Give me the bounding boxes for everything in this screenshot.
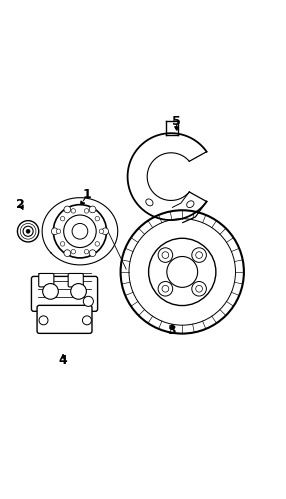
Circle shape xyxy=(99,229,104,234)
FancyBboxPatch shape xyxy=(39,273,54,287)
Circle shape xyxy=(192,248,206,262)
Circle shape xyxy=(60,242,65,246)
Text: 4: 4 xyxy=(59,354,67,367)
Circle shape xyxy=(167,256,198,287)
Circle shape xyxy=(82,316,92,325)
Circle shape xyxy=(95,242,100,246)
Circle shape xyxy=(43,283,58,299)
Circle shape xyxy=(89,206,96,213)
Text: 5: 5 xyxy=(172,115,181,128)
Circle shape xyxy=(51,228,58,235)
Circle shape xyxy=(64,250,71,256)
Circle shape xyxy=(60,217,65,221)
Circle shape xyxy=(53,205,107,258)
Text: 1: 1 xyxy=(83,188,91,201)
Circle shape xyxy=(71,209,76,213)
Polygon shape xyxy=(42,198,118,265)
Circle shape xyxy=(89,250,96,256)
Circle shape xyxy=(72,224,88,239)
Circle shape xyxy=(84,250,89,254)
Circle shape xyxy=(192,281,206,296)
Circle shape xyxy=(39,316,48,325)
Text: 3: 3 xyxy=(167,324,175,337)
FancyBboxPatch shape xyxy=(68,273,83,287)
FancyBboxPatch shape xyxy=(31,276,98,311)
Ellipse shape xyxy=(187,201,194,208)
FancyBboxPatch shape xyxy=(37,305,92,333)
Circle shape xyxy=(56,229,61,234)
Circle shape xyxy=(149,239,216,305)
Circle shape xyxy=(71,250,76,254)
Circle shape xyxy=(84,209,89,213)
Circle shape xyxy=(102,228,108,235)
Circle shape xyxy=(26,230,30,233)
Circle shape xyxy=(71,283,86,299)
Circle shape xyxy=(95,217,100,221)
Ellipse shape xyxy=(146,199,153,206)
Circle shape xyxy=(158,248,173,262)
Circle shape xyxy=(83,296,94,306)
Circle shape xyxy=(64,215,96,248)
Text: 2: 2 xyxy=(16,198,25,211)
Circle shape xyxy=(64,206,71,213)
Circle shape xyxy=(17,221,39,242)
Circle shape xyxy=(158,281,173,296)
